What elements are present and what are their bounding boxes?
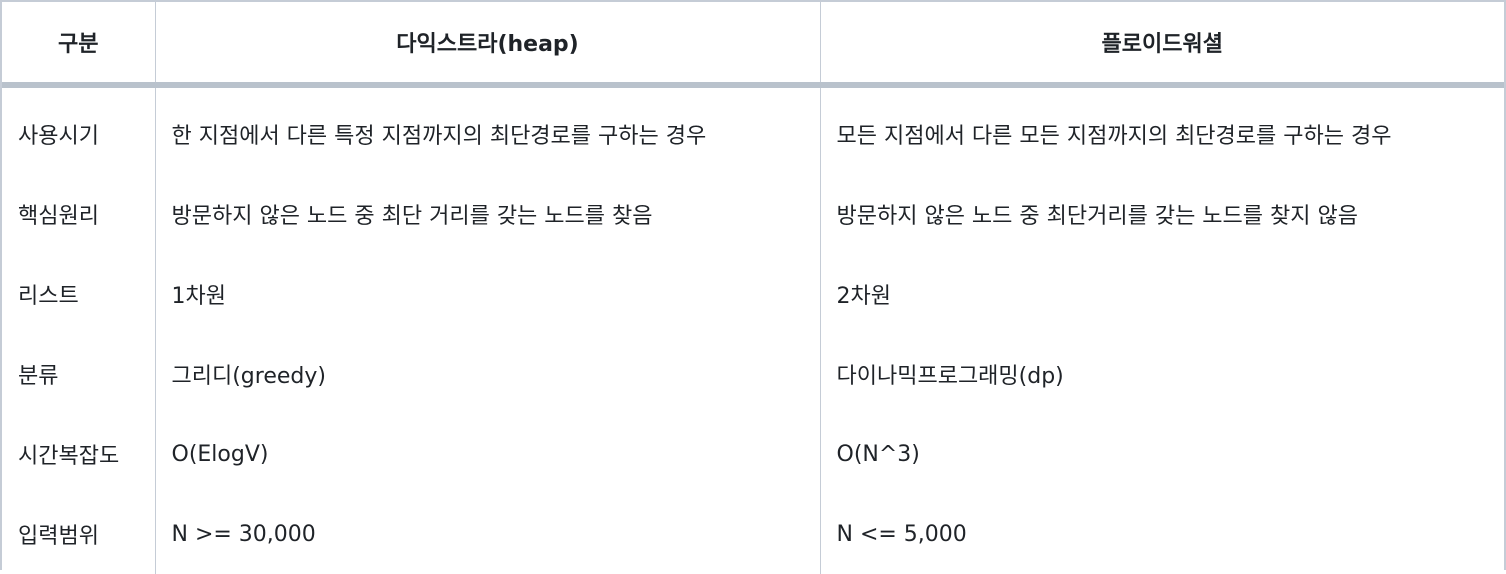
floyd-cell: 모든 지점에서 다른 모든 지점까지의 최단경로를 구하는 경우 — [836, 124, 1392, 149]
floyd-cell: 2차원 — [836, 284, 891, 309]
table-row: 입력범위 N >= 30,000 N <= 5,000 — [2, 494, 1504, 574]
floyd-cell: O(N^3) — [836, 441, 920, 467]
floyd-cell: 방문하지 않은 노드 중 최단거리를 갖는 노드를 찾지 않음 — [836, 204, 1358, 229]
dijkstra-cell: 방문하지 않은 노드 중 최단 거리를 갖는 노드를 찾음 — [155, 174, 821, 254]
table-header: 구분 다익스트라(heap) 플로이드워셜 — [2, 2, 1504, 88]
dijkstra-cell: N >= 30,000 — [155, 494, 821, 574]
dijkstra-cell: 그리디(greedy) — [155, 334, 821, 414]
row-label: 시간복잡도 — [2, 414, 156, 494]
floyd-cell: N <= 5,000 — [836, 521, 967, 547]
dijkstra-cell: 한 지점에서 다른 특정 지점까지의 최단경로를 구하는 경우 — [155, 85, 821, 174]
row-label: 핵심원리 — [2, 174, 156, 254]
table-row: 시간복잡도 O(ElogV) O(N^3) — [2, 414, 1504, 494]
table-row: 리스트 1차원 2차원 — [2, 254, 1504, 334]
table-row: 사용시기 한 지점에서 다른 특정 지점까지의 최단경로를 구하는 경우 모든 … — [2, 85, 1504, 174]
header-row: 구분 다익스트라(heap) 플로이드워셜 — [2, 2, 1504, 88]
header-category: 구분 — [2, 2, 156, 88]
header-dijkstra: 다익스트라(heap) — [155, 2, 821, 88]
row-label: 분류 — [2, 334, 156, 414]
row-label: 리스트 — [2, 254, 156, 334]
table-body: 사용시기 한 지점에서 다른 특정 지점까지의 최단경로를 구하는 경우 모든 … — [2, 85, 1504, 574]
dijkstra-cell: 1차원 — [155, 254, 821, 334]
table-row: 분류 그리디(greedy) 다이나믹프로그래밍(dp) — [2, 334, 1504, 414]
dijkstra-cell: O(ElogV) — [155, 414, 821, 494]
floyd-cell: 다이나믹프로그래밍(dp) — [836, 364, 1064, 389]
row-label: 사용시기 — [2, 85, 156, 174]
header-floyd-warshall: 플로이드워셜 — [820, 2, 1504, 88]
row-label: 입력범위 — [2, 494, 156, 574]
table-row: 핵심원리 방문하지 않은 노드 중 최단 거리를 갖는 노드를 찾음 방문하지 … — [2, 174, 1504, 254]
